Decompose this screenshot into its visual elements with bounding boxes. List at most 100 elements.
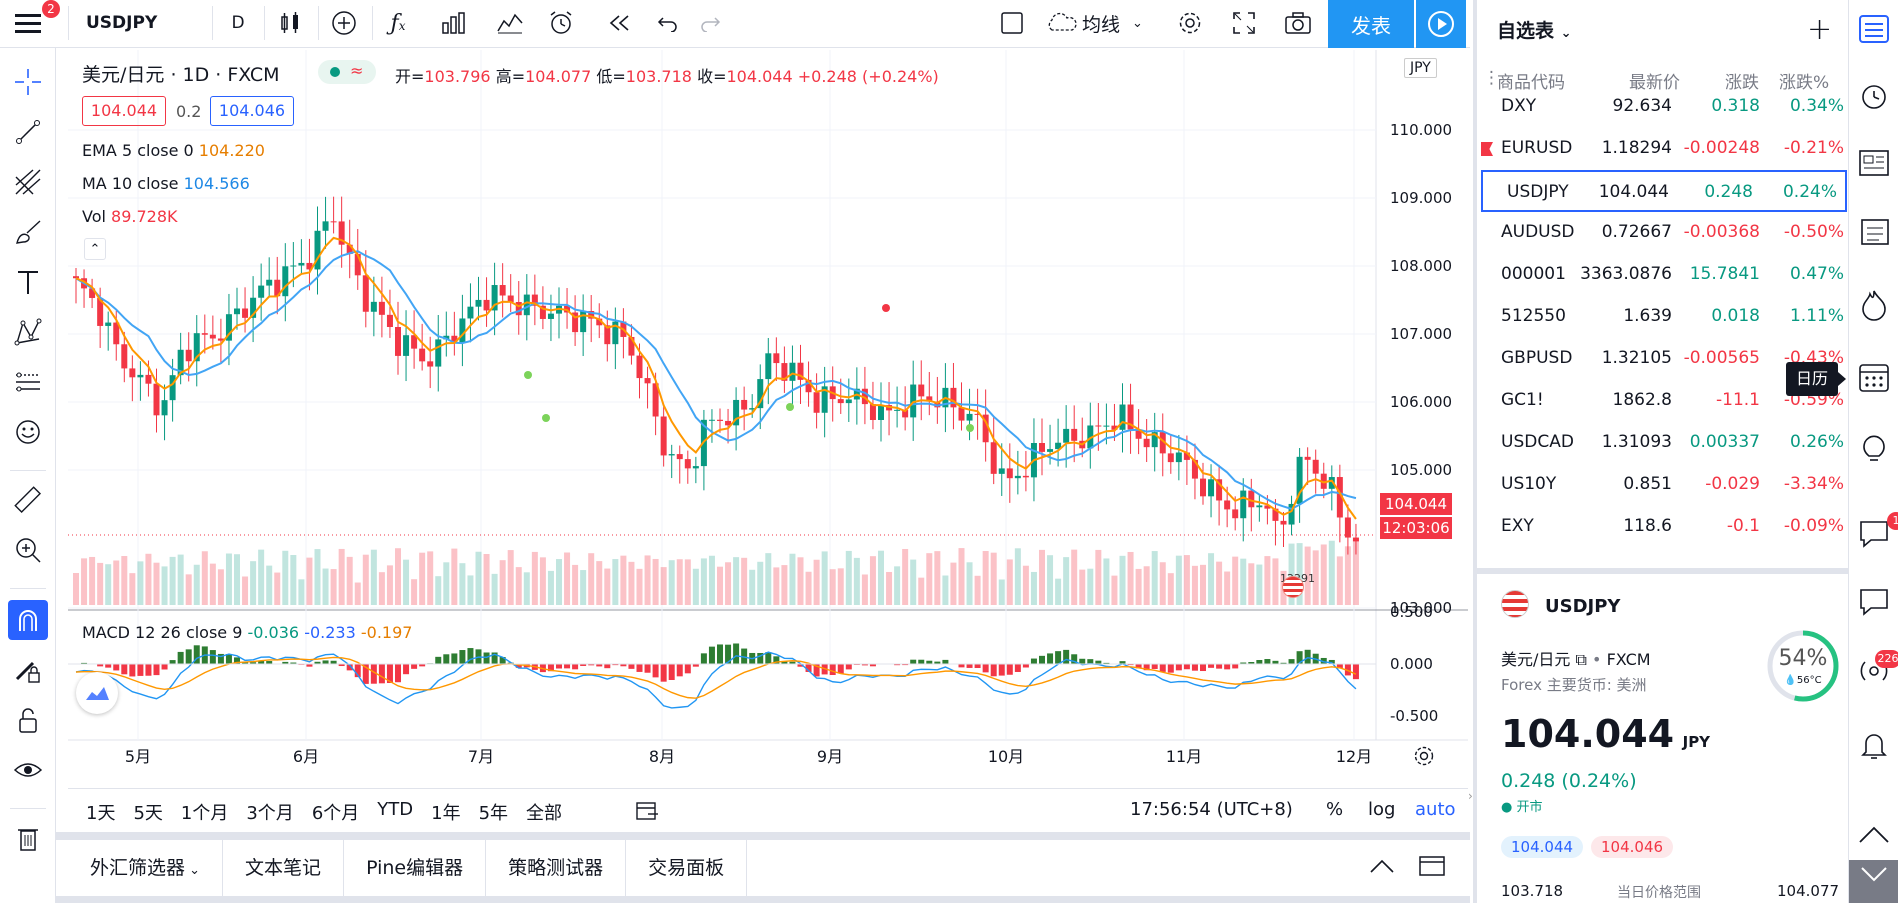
sell-button[interactable]: 104.044 <box>82 96 166 126</box>
snapshot-button[interactable] <box>1276 0 1320 46</box>
notifications-button[interactable] <box>1857 728 1891 766</box>
watchlist-row[interactable]: USDJPY 104.044 0.248 0.24% <box>1481 170 1847 212</box>
collapse-legend-button[interactable]: ⌃ <box>84 238 106 260</box>
ideas-sidebar-button[interactable] <box>1857 432 1891 470</box>
range-button[interactable]: 3个月 <box>246 803 294 824</box>
trendline-tool[interactable] <box>8 112 48 152</box>
symbol-search-button[interactable]: USDJPY <box>70 0 210 46</box>
pattern-tool[interactable] <box>8 312 48 352</box>
hide-drawings-tool[interactable] <box>8 750 48 790</box>
range-button[interactable]: 全部 <box>526 803 563 824</box>
pitchfork-tool[interactable] <box>8 162 48 202</box>
range-button[interactable]: YTD <box>377 799 414 820</box>
scroll-down-button[interactable] <box>1849 860 1898 903</box>
tradingview-logo[interactable] <box>76 672 118 714</box>
publish-button[interactable]: 发表 <box>1328 0 1414 48</box>
private-chats-button[interactable] <box>1857 584 1891 622</box>
col-symbol[interactable]: 商品代码 <box>1497 73 1565 93</box>
stay-in-drawing-tool[interactable] <box>8 650 48 690</box>
auto-scale-button[interactable]: auto <box>1415 799 1456 820</box>
flag-marker-icon[interactable] <box>1481 142 1493 156</box>
data-window-button[interactable] <box>1857 214 1891 252</box>
hotlists-sidebar-button[interactable] <box>1857 288 1891 326</box>
interval-button[interactable]: D <box>216 0 260 46</box>
streams-sidebar-button[interactable]: 226 <box>1857 650 1898 692</box>
watchlist-row[interactable]: DXY 92.634 0.318 0.34% <box>1477 88 1852 128</box>
bottom-tab[interactable]: 交易面板 <box>626 840 748 896</box>
collapse-panel-button[interactable] <box>1368 854 1396 882</box>
financials-button[interactable] <box>432 0 476 46</box>
icon-tool[interactable] <box>8 412 48 452</box>
watchlist-row[interactable]: EXY 118.6 -0.1 -0.09% <box>1477 506 1852 548</box>
external-link-icon[interactable]: ⧉ <box>1575 650 1587 669</box>
undo-button[interactable] <box>646 0 690 46</box>
bottom-tab[interactable]: 外汇筛选器 ⌄ <box>68 840 224 896</box>
calendar-sidebar-button[interactable] <box>1857 360 1891 398</box>
redo-button[interactable] <box>688 0 732 46</box>
legend-status-toggle[interactable]: ≈ <box>318 60 376 84</box>
ma-legend[interactable]: MA 10 close 104.566 <box>82 174 250 193</box>
range-button[interactable]: 5天 <box>133 803 163 824</box>
zoom-tool[interactable] <box>8 530 48 570</box>
measure-tool[interactable] <box>8 480 48 520</box>
price-chart[interactable]: 5月 6月 7月 8月 9月 10月 11月 12月 <box>68 50 1468 832</box>
replay-button[interactable] <box>598 0 642 46</box>
indicators-button[interactable]: ƒx <box>376 0 420 46</box>
range-button[interactable]: 1年 <box>431 803 461 824</box>
buy-button[interactable]: 104.046 <box>210 96 294 126</box>
crosshair-tool[interactable] <box>8 62 48 102</box>
bottom-tab[interactable]: 文本笔记 <box>223 840 345 896</box>
settings-button[interactable] <box>1168 0 1212 46</box>
watchlist-row[interactable]: USDCAD 1.31093 0.00337 0.26% <box>1477 422 1852 464</box>
vol-legend[interactable]: Vol 89.728K <box>82 207 178 226</box>
watchlist-sidebar-button[interactable] <box>1857 12 1891 50</box>
news-sidebar-button[interactable] <box>1857 146 1891 184</box>
prediction-tool[interactable] <box>8 362 48 402</box>
watchlist-row[interactable]: 512550 1.639 0.018 1.11% <box>1477 296 1852 338</box>
compare-button[interactable] <box>322 0 366 46</box>
indicator-template-dropdown[interactable]: 均线 ⌄ <box>1044 0 1162 46</box>
menu-button[interactable]: 2 <box>6 0 60 46</box>
col-change[interactable]: 涨跌 <box>1725 73 1759 93</box>
remove-drawings-tool[interactable] <box>8 818 48 858</box>
currency-label[interactable]: JPY <box>1404 58 1437 78</box>
fullscreen-button[interactable] <box>1222 0 1266 46</box>
alert-button[interactable] <box>540 0 584 46</box>
text-tool[interactable] <box>8 262 48 302</box>
lock-drawings-tool[interactable] <box>8 700 48 740</box>
collapse-sidebar-button[interactable] <box>1857 822 1891 852</box>
watchlist-title-dropdown[interactable]: 自选表 ⌄ <box>1497 16 1572 43</box>
magnet-tool[interactable] <box>8 600 48 640</box>
layout-button[interactable] <box>990 0 1034 46</box>
chats-sidebar-button[interactable]: 1 <box>1857 512 1898 554</box>
range-button[interactable]: 6个月 <box>311 803 360 824</box>
range-button[interactable]: 5年 <box>478 803 509 824</box>
publish-video-button[interactable] <box>1416 0 1466 48</box>
log-scale-button[interactable]: log <box>1368 799 1395 820</box>
watchlist-row[interactable]: EURUSD 1.18294 -0.00248 -0.21% <box>1477 128 1852 170</box>
ema-legend[interactable]: EMA 5 close 0 104.220 <box>82 141 265 160</box>
watchlist-row[interactable]: 000001 3363.0876 15.7841 0.47% <box>1477 254 1852 296</box>
range-button[interactable]: 1天 <box>86 803 116 824</box>
brush-tool[interactable] <box>8 212 48 252</box>
col-last[interactable]: 最新价 <box>1629 73 1680 93</box>
date-range-button[interactable] <box>634 799 660 827</box>
chart-settings-button[interactable] <box>1412 744 1436 772</box>
macd-legend[interactable]: MACD 12 26 close 9 -0.036 -0.233 -0.197 <box>82 623 412 642</box>
range-button[interactable]: 1个月 <box>180 803 229 824</box>
timezone-button[interactable]: 17:56:54 (UTC+8) <box>1130 799 1293 820</box>
add-symbol-button[interactable]: + <box>1807 12 1832 47</box>
panel-toggle-handle[interactable]: › <box>1468 789 1473 803</box>
templates-button[interactable] <box>488 0 532 46</box>
details-symbol[interactable]: USDJPY <box>1545 596 1621 617</box>
watchlist-row[interactable]: US10Y 0.851 -0.029 -3.34% <box>1477 464 1852 506</box>
chart-pane[interactable]: 5月 6月 7月 8月 9月 10月 11月 12月 美元/日元 · 1D · FXCM ≈ … <box>68 50 1468 832</box>
bottom-tab[interactable]: Pine编辑器 <box>344 840 487 896</box>
alerts-sidebar-button[interactable] <box>1857 78 1891 116</box>
watchlist-row[interactable]: AUDUSD 0.72667 -0.00368 -0.50% <box>1477 212 1852 254</box>
col-change-pct[interactable]: 涨跌% <box>1779 73 1830 93</box>
percent-scale-button[interactable]: % <box>1326 799 1343 820</box>
chart-type-button[interactable] <box>268 0 312 46</box>
bottom-tab[interactable]: 策略测试器 <box>486 840 627 896</box>
maximize-panel-button[interactable] <box>1418 854 1446 882</box>
